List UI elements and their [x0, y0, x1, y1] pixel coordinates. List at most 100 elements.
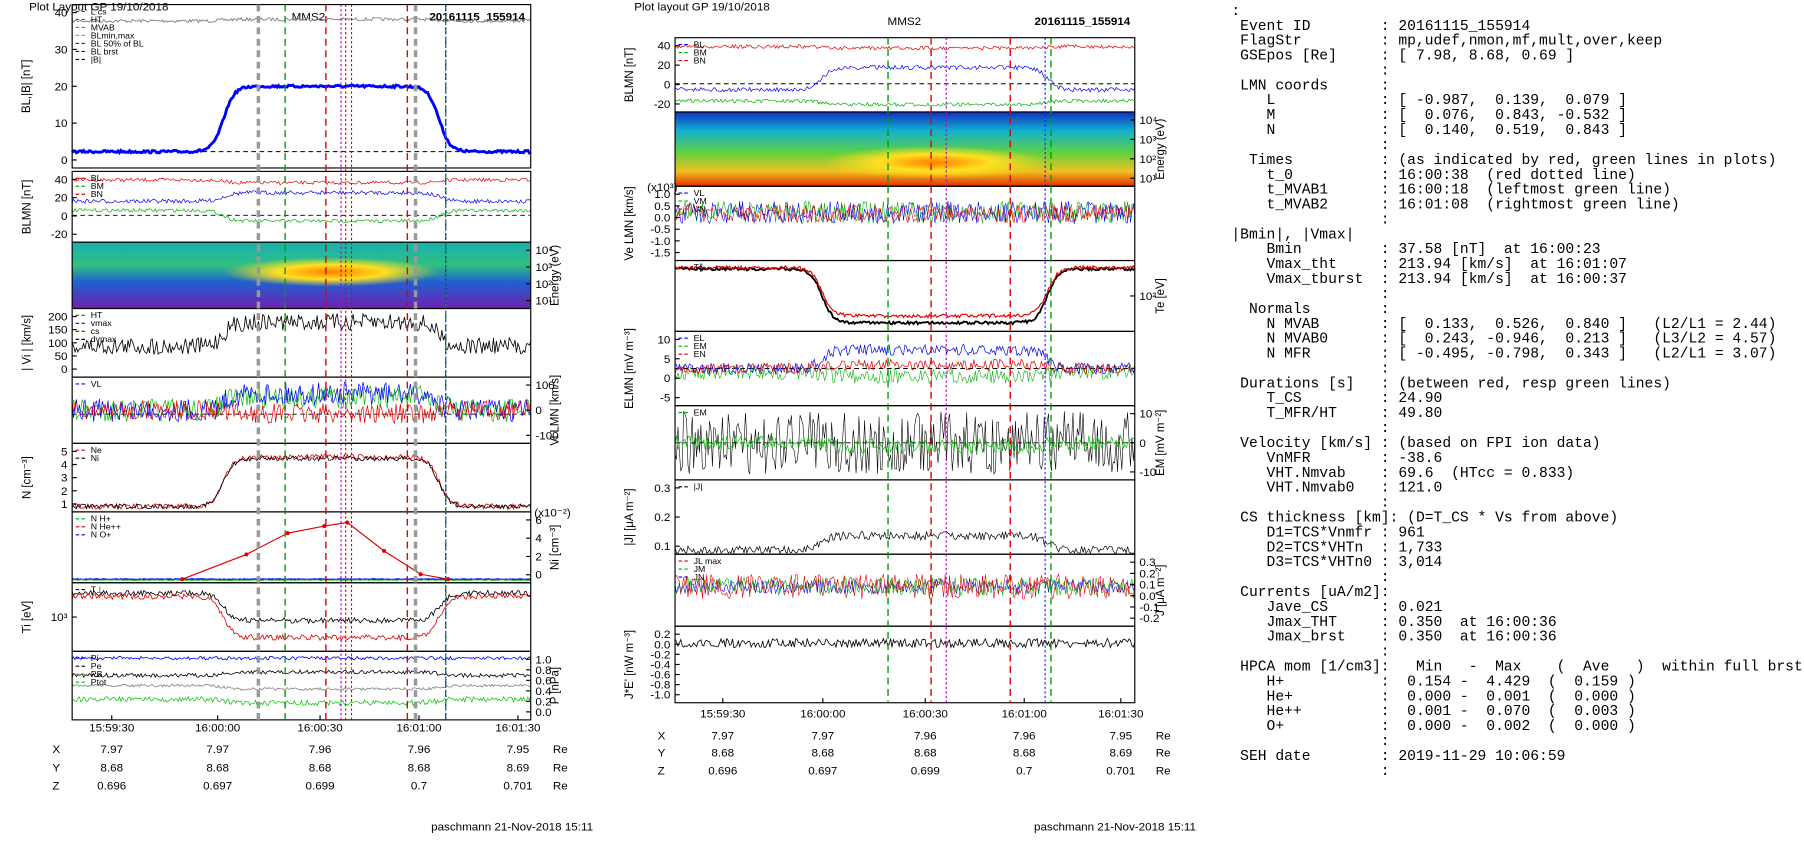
orbit-cell: 8.68: [1013, 748, 1036, 760]
y-tick-label: -1.5: [650, 248, 670, 260]
orbit-cell: Re: [553, 781, 568, 793]
info-line: M : [ 0.076, 0.843, -0.532 ]: [1231, 108, 1627, 124]
orbit-cell: 7.96: [1013, 730, 1036, 742]
legend-label: JN: [694, 572, 705, 582]
y-axis-label: Ve LMN [km/s]: [624, 186, 636, 260]
orbit-cell: 8.68: [914, 748, 937, 760]
info-line: Event ID : 20161115_155914: [1231, 19, 1530, 35]
event-id: 20161115_155914: [1035, 16, 1131, 28]
y-axis-label: BLMN [nT]: [21, 180, 33, 235]
y-tick-label: 10⁴: [1139, 115, 1157, 127]
axis-note: (x10³): [647, 182, 678, 194]
y-axis-label: N [cm⁻³]: [21, 456, 33, 499]
info-line: VnMFR : -38.6: [1231, 451, 1442, 467]
y-tick-label: -20: [51, 229, 68, 241]
y-axis-label: Ni [cm⁻³]: [550, 525, 562, 570]
legend-label: T∥: [694, 262, 704, 272]
info-line: :: [1231, 287, 1389, 303]
orbit-cell: 7.97: [711, 730, 734, 742]
x-tick-label: 16:00:00: [800, 709, 845, 721]
orbit-cell: 7.97: [812, 730, 835, 742]
y-axis-label: BL,|B| [nT]: [21, 60, 33, 114]
legend-label: VM: [694, 196, 707, 206]
orbit-cell: 0.7: [411, 781, 427, 793]
info-line: Bmin : 37.58 [nT] at 16:00:23: [1231, 242, 1600, 258]
y-tick-label: 1.0: [654, 189, 670, 201]
y-tick-label: -0.2: [1139, 613, 1159, 625]
y-axis-label: J [μA m⁻²]: [1155, 565, 1167, 616]
orbit-cell: 7.95: [1109, 730, 1132, 742]
orbit-cell: 0.696: [708, 766, 737, 778]
y-axis-label: ELMN [mV m⁻³]: [624, 328, 636, 409]
info-line: N MVAB0 : [ 0.243, -0.946, 0.213 ] (L3/L…: [1231, 332, 1776, 348]
legend-label: EM: [694, 407, 707, 417]
info-line: SEH date : 2019-11-29 10:06:59: [1231, 749, 1565, 765]
y-tick-label: 4: [61, 460, 68, 472]
legend-label: BL: [694, 39, 705, 49]
y-tick-label: 0.0: [1139, 591, 1155, 603]
y-tick-label: 0.2: [654, 512, 670, 524]
y-tick-label: 10²: [1139, 291, 1156, 303]
trace: [71, 669, 531, 679]
info-line: N : [ 0.140, 0.519, 0.843 ]: [1231, 123, 1627, 139]
info-line: HPCA mom [1/cm3]: Min - Max ( Ave ) with…: [1231, 660, 1804, 676]
legend-label: N H+: [91, 514, 111, 524]
y-axis-label: Ti [eV]: [21, 601, 33, 634]
trace: [72, 578, 531, 581]
y-tick-label: 40: [55, 174, 68, 186]
plot-footer: paschmann 21-Nov-2018 15:11: [1034, 822, 1196, 834]
info-line: VHT.Nmvab : 69.6 (HTcc = 0.833): [1231, 466, 1574, 482]
trace: [674, 266, 1136, 326]
trace: [674, 358, 1136, 376]
info-line: :: [1231, 764, 1389, 780]
y-axis-label: |J| [μA m⁻²]: [624, 488, 636, 545]
orbit-cell: 0.701: [503, 781, 532, 793]
y-axis-label: Energy (eV): [550, 245, 562, 306]
trace-marker: [285, 531, 290, 536]
y-tick-label: 0.1: [654, 541, 670, 553]
orbit-cell: 8.68: [309, 762, 332, 774]
y-tick-label: -0.1: [1139, 602, 1159, 614]
trace: [674, 43, 1135, 51]
orbit-cell: Re: [1156, 766, 1171, 778]
x-tick-label: 16:01:30: [1098, 709, 1143, 721]
trace: [674, 637, 1136, 649]
orbit-cell: Z: [658, 766, 665, 778]
legend-label: Pe: [91, 661, 102, 671]
orbit-cell: Re: [553, 762, 568, 774]
y-tick-label: 0: [664, 80, 670, 92]
legend-label: EN: [694, 349, 706, 359]
y-tick-label: 1.0: [535, 654, 551, 666]
y-tick-label: 10: [1139, 409, 1152, 421]
legend-label: BL 50% of BL: [91, 38, 144, 48]
info-line: T_CS : 24.90: [1231, 391, 1442, 407]
orbit-cell: 8.68: [206, 762, 229, 774]
legend-label: BM: [694, 47, 707, 57]
y-tick-label: 0.0: [654, 639, 670, 651]
layer: Plot Layout GP 19/10/2018 MMS2 20161115_15…: [21, 1, 1804, 833]
orbit-cell: 8.68: [812, 748, 835, 760]
y-tick-label: 0: [535, 570, 541, 582]
orbit-cell: 0.7: [1016, 766, 1032, 778]
y-axis-label: Energy (eV): [1155, 119, 1167, 180]
y-tick-label: 0: [61, 211, 67, 223]
info-line: :: [1231, 645, 1389, 661]
orbit-cell: 0.696: [97, 781, 126, 793]
legend-label: JM: [694, 564, 706, 574]
y-tick-label: 0.3: [654, 483, 670, 495]
trace: [71, 399, 532, 425]
orbit-cell: X: [658, 730, 666, 742]
trace: [70, 83, 532, 156]
y-tick-label: 0.1: [1139, 580, 1155, 592]
y-tick-label: 0: [61, 155, 67, 167]
orbit-cell: 8.68: [408, 762, 431, 774]
info-line: CS thickness [km]: (D=T_CS * Vs from abo…: [1231, 511, 1618, 527]
trace: [674, 98, 1135, 108]
y-tick-label: 100: [48, 338, 67, 350]
y-tick-label: -0.4: [650, 660, 671, 672]
trace: [72, 455, 531, 511]
info-line: :: [1231, 421, 1389, 437]
y-tick-label: 20: [55, 193, 68, 205]
legend-label: Ni: [91, 453, 99, 463]
info-line: D1=TCS*Vnmfr : 961: [1231, 525, 1425, 541]
